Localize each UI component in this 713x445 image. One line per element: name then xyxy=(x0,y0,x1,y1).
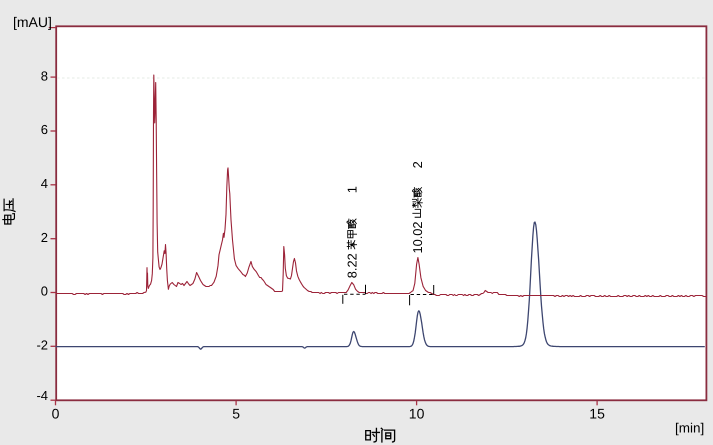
svg-text:0: 0 xyxy=(52,405,60,421)
svg-text:15: 15 xyxy=(589,405,605,421)
svg-text:10: 10 xyxy=(409,405,425,421)
svg-text:[min]: [min] xyxy=(675,421,704,436)
svg-text:2: 2 xyxy=(410,161,425,168)
svg-text:10.02: 10.02 xyxy=(410,221,425,253)
svg-text:-4: -4 xyxy=(36,388,48,403)
svg-text:2: 2 xyxy=(41,230,48,245)
svg-text:6: 6 xyxy=(41,122,48,137)
svg-text:8: 8 xyxy=(41,68,48,83)
svg-text:5: 5 xyxy=(232,405,240,421)
svg-text:[mAU]: [mAU] xyxy=(13,14,52,30)
svg-text:1: 1 xyxy=(345,186,360,193)
svg-text:0: 0 xyxy=(41,284,48,299)
svg-text:4: 4 xyxy=(41,176,48,191)
svg-text:-2: -2 xyxy=(36,338,48,353)
svg-text:8.22: 8.22 xyxy=(345,253,360,278)
